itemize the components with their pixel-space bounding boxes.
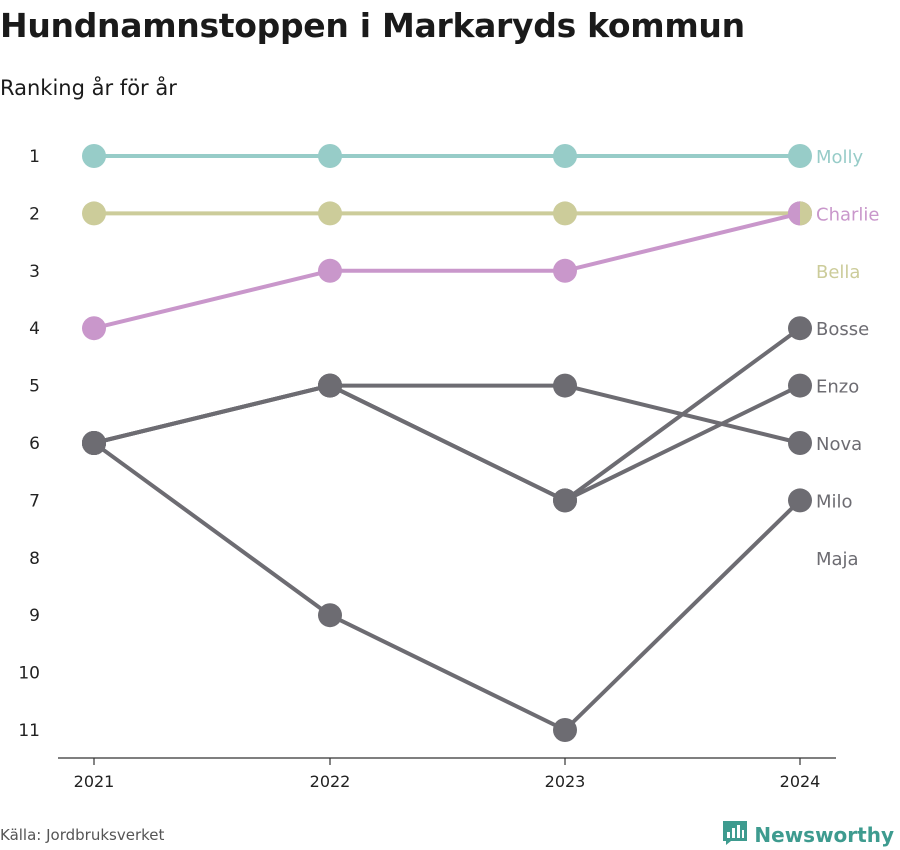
data-point-molly bbox=[788, 144, 812, 168]
series-label-milo: Milo bbox=[816, 491, 853, 512]
series-line-nova bbox=[92, 383, 802, 445]
y-tick-label: 9 bbox=[29, 606, 40, 626]
x-tick-label: 2022 bbox=[310, 772, 351, 791]
y-tick-label: 7 bbox=[29, 491, 40, 511]
data-point-nova bbox=[318, 373, 342, 398]
data-point-bella-half bbox=[800, 201, 813, 226]
data-point-charlie bbox=[318, 258, 342, 283]
data-point-milo bbox=[318, 603, 342, 628]
data-point-charlie-half bbox=[788, 201, 800, 226]
data-point-bosse bbox=[788, 316, 812, 341]
series-line-charlie bbox=[92, 211, 802, 331]
source-note: Källa: Jordbruksverket bbox=[0, 826, 165, 844]
data-point-enzo bbox=[553, 488, 577, 513]
series-label-enzo: Enzo bbox=[816, 377, 859, 398]
data-point-milo bbox=[553, 718, 577, 742]
data-point-molly bbox=[318, 144, 342, 168]
brand-name: Newsworthy bbox=[754, 823, 894, 847]
data-point-molly bbox=[82, 144, 106, 168]
x-tick-label: 2021 bbox=[74, 772, 115, 791]
chart-subtitle: Ranking år för år bbox=[0, 76, 177, 100]
y-tick-label: 8 bbox=[29, 549, 40, 569]
data-point-bella bbox=[318, 201, 342, 226]
y-tick-label: 3 bbox=[29, 262, 40, 282]
series-line-enzo bbox=[92, 383, 802, 503]
series-label-nova: Nova bbox=[816, 434, 862, 455]
y-tick-label: 1 bbox=[29, 147, 40, 167]
y-tick-label: 10 bbox=[18, 664, 40, 684]
brand-logo[interactable]: Newsworthy bbox=[722, 820, 894, 850]
series-label-charlie: Charlie bbox=[816, 204, 879, 225]
series-label-bosse: Bosse bbox=[816, 319, 869, 340]
y-tick-label: 4 bbox=[29, 319, 40, 339]
data-point-milo bbox=[788, 488, 812, 513]
series-label-maja: Maja bbox=[816, 549, 859, 570]
x-tick-label: 2023 bbox=[545, 772, 586, 791]
data-point-charlie bbox=[82, 316, 106, 341]
series-label-bella: Bella bbox=[816, 262, 860, 283]
y-tick-label: 2 bbox=[29, 204, 40, 224]
series-line-bosse bbox=[92, 326, 802, 503]
data-point-molly bbox=[553, 144, 577, 168]
series-line-milo bbox=[92, 441, 802, 732]
chart-title: Hundnamnstoppen i Markaryds kommun bbox=[0, 6, 745, 45]
data-point-bella bbox=[82, 201, 106, 226]
y-tick-label: 5 bbox=[29, 377, 40, 397]
x-tick-label: 2024 bbox=[780, 772, 821, 791]
series-label-molly: Molly bbox=[816, 147, 864, 168]
y-tick-label: 11 bbox=[18, 721, 40, 741]
y-tick-label: 6 bbox=[29, 434, 40, 454]
data-point-milo bbox=[82, 431, 106, 455]
data-point-enzo bbox=[788, 373, 812, 398]
data-point-nova bbox=[788, 431, 812, 455]
data-point-nova bbox=[553, 373, 577, 398]
data-point-bella bbox=[553, 201, 577, 226]
data-point-charlie bbox=[553, 258, 577, 283]
newsworthy-logo-icon bbox=[722, 820, 748, 850]
